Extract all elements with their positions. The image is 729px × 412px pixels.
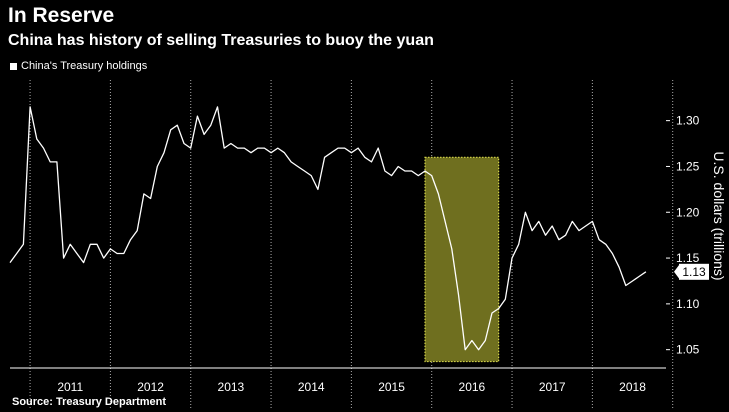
last-value-label: 1.13 bbox=[682, 265, 706, 279]
y-axis: 1.05 1.10 1.15 1.20 1.25 1.30 bbox=[666, 114, 700, 357]
y-tick-label: 1.30 bbox=[676, 114, 700, 128]
chart-subtitle: China has history of selling Treasuries … bbox=[8, 32, 434, 49]
legend: China's Treasury holdings bbox=[10, 60, 147, 72]
year-gridlines bbox=[29, 80, 674, 408]
y-axis-label: U.S. dollars (trillions) bbox=[711, 151, 727, 280]
y-tick-label: 1.05 bbox=[676, 343, 700, 357]
x-tick-label-2011: 2011 bbox=[57, 380, 83, 394]
x-tick-label-2016: 2016 bbox=[459, 380, 486, 394]
y-tick-label: 1.10 bbox=[676, 297, 700, 311]
last-value-marker: 1.13 bbox=[674, 263, 709, 280]
legend-label: China's Treasury holdings bbox=[21, 60, 148, 72]
x-axis: 2011 2012 2013 2014 2015 2016 2017 2018 bbox=[10, 367, 666, 394]
last-value-box bbox=[679, 263, 709, 280]
y-tick-label: 1.20 bbox=[676, 205, 700, 219]
y-tick-label: 1.25 bbox=[676, 159, 700, 173]
x-tick-label-2017: 2017 bbox=[539, 380, 566, 394]
x-tick-label-2018: 2018 bbox=[619, 380, 646, 394]
source-note: Source: Treasury Department bbox=[12, 396, 167, 408]
x-tick-label-2012: 2012 bbox=[137, 380, 164, 394]
series-0-line bbox=[9, 106, 647, 351]
chart-title: In Reserve bbox=[8, 4, 115, 27]
x-tick-label-2014: 2014 bbox=[298, 380, 325, 394]
last-value-pointer bbox=[674, 263, 680, 280]
x-tick-label-2013: 2013 bbox=[218, 380, 245, 394]
x-tick-label-2015: 2015 bbox=[378, 380, 405, 394]
series-line bbox=[9, 106, 647, 351]
legend-swatch bbox=[10, 62, 17, 70]
y-tick-label: 1.15 bbox=[676, 251, 700, 265]
